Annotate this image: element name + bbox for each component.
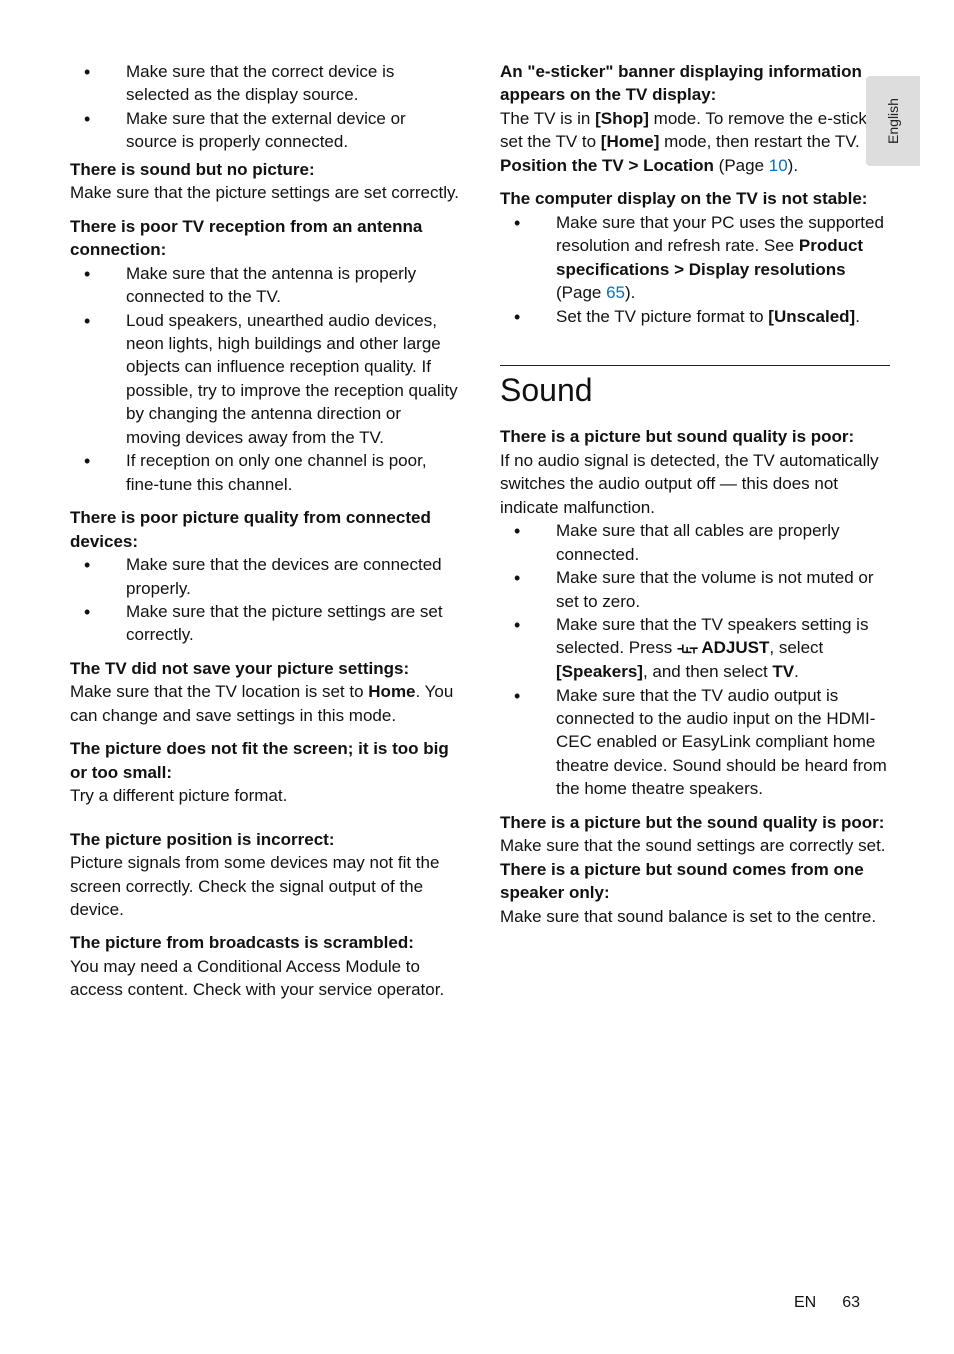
text-fragment: , and then select [643,662,772,681]
heading-not-save: The TV did not save your picture setting… [70,657,460,680]
heading-position: The picture position is incorrect: [70,828,460,851]
text-bold: [Home] [601,132,660,151]
heading-sound-quality-2: There is a picture but the sound quality… [500,811,890,834]
list-text: Make sure that your PC uses the supporte… [556,211,890,305]
heading-sound-quality: There is a picture but sound quality is … [500,425,890,448]
heading-poor-reception: There is poor TV reception from an anten… [70,215,460,262]
text-bold: [Unscaled] [768,307,855,326]
heading-computer-display: The computer display on the TV is not st… [500,187,890,210]
text-fragment: mode, then restart the TV. [659,132,859,151]
list-text: Make sure that all cables are properly c… [556,519,890,566]
body-text: If no audio signal is detected, the TV a… [500,449,890,519]
text-fragment: ). [625,283,635,302]
heading-sound-no-picture: There is sound but no picture: [70,158,460,181]
text-fragment: ). [788,156,798,175]
list-text: Make sure that the TV audio output is co… [556,684,890,801]
heading-fit: The picture does not fit the screen; it … [70,737,460,784]
list-text: Loud speakers, unearthed audio devices, … [126,309,460,450]
adjust-icon: ⫞⫠⫟ [677,639,697,660]
text-fragment: The TV is in [500,109,595,128]
list-text: Make sure that the picture settings are … [126,600,460,647]
page-footer: EN 63 [794,1294,860,1312]
list-item: Make sure that the external device or so… [70,107,460,154]
list-item: Make sure that the devices are connected… [70,553,460,600]
language-tab: English [866,76,920,166]
section-divider [500,365,890,366]
list-text: Make sure that the external device or so… [126,107,460,154]
poor-reception-list: Make sure that the antenna is properly c… [70,262,460,497]
list-item: Make sure that the picture settings are … [70,600,460,647]
footer-lang: EN [794,1294,816,1312]
list-item: Make sure that the antenna is properly c… [70,262,460,309]
text-bold: Position the TV > Location [500,156,714,175]
list-item: Make sure that the TV speakers setting i… [500,613,890,684]
text-fragment: . [794,662,799,681]
section-title-sound: Sound [500,372,890,409]
list-item: Make sure that the TV audio output is co… [500,684,890,801]
text-bold: TV [772,662,794,681]
body-text: Make sure that sound balance is set to t… [500,905,890,928]
list-item: Make sure that all cables are properly c… [500,519,890,566]
text-fragment: (Page [714,156,769,175]
text-fragment: . [855,307,860,326]
text-fragment: Make sure that the TV location is set to [70,682,368,701]
text-bold: [Speakers] [556,662,643,681]
poor-picture-list: Make sure that the devices are connected… [70,553,460,647]
footer-page: 63 [842,1294,860,1312]
heading-scrambled: The picture from broadcasts is scrambled… [70,931,460,954]
text-fragment: Set the TV picture format to [556,307,768,326]
body-text: You may need a Conditional Access Module… [70,955,460,1002]
list-item: Make sure that your PC uses the supporte… [500,211,890,305]
list-text: Make sure that the TV speakers setting i… [556,613,890,684]
body-text: Make sure that the TV location is set to… [70,680,460,727]
list-text: Make sure that the volume is not muted o… [556,566,890,613]
content-columns: Make sure that the correct device is sel… [70,60,904,1002]
top-bullet-list: Make sure that the correct device is sel… [70,60,460,154]
body-text: Make sure that the sound settings are co… [500,834,890,857]
text-fragment: , select [769,638,823,657]
sound-quality-list: Make sure that all cables are properly c… [500,519,890,801]
language-label: English [885,98,901,144]
heading-one-speaker: There is a picture but sound comes from … [500,858,890,905]
list-text: Make sure that the correct device is sel… [126,60,460,107]
text-bold: Home [368,682,415,701]
body-text: The TV is in [Shop] mode. To remove the … [500,107,890,177]
list-item: If reception on only one channel is poor… [70,449,460,496]
page-link[interactable]: 10 [769,156,788,175]
list-item: Loud speakers, unearthed audio devices, … [70,309,460,450]
list-item: Set the TV picture format to [Unscaled]. [500,305,890,330]
left-column: Make sure that the correct device is sel… [70,60,460,1002]
list-item: Make sure that the volume is not muted o… [500,566,890,613]
list-text: Set the TV picture format to [Unscaled]. [556,305,860,330]
page-link[interactable]: 65 [606,283,625,302]
body-text: Try a different picture format. [70,784,460,807]
computer-display-list: Make sure that your PC uses the supporte… [500,211,890,330]
text-bold: [Shop] [595,109,649,128]
text-bold: ADJUST [701,638,769,657]
body-text: Picture signals from some devices may no… [70,851,460,921]
body-text: Make sure that the picture settings are … [70,181,460,204]
list-text: If reception on only one channel is poor… [126,449,460,496]
text-fragment: (Page [556,283,606,302]
list-item: Make sure that the correct device is sel… [70,60,460,107]
list-text: Make sure that the antenna is properly c… [126,262,460,309]
right-column: An "e-sticker" banner displaying informa… [500,60,890,1002]
list-text: Make sure that the devices are connected… [126,553,460,600]
heading-poor-picture: There is poor picture quality from conne… [70,506,460,553]
heading-esticker: An "e-sticker" banner displaying informa… [500,60,890,107]
